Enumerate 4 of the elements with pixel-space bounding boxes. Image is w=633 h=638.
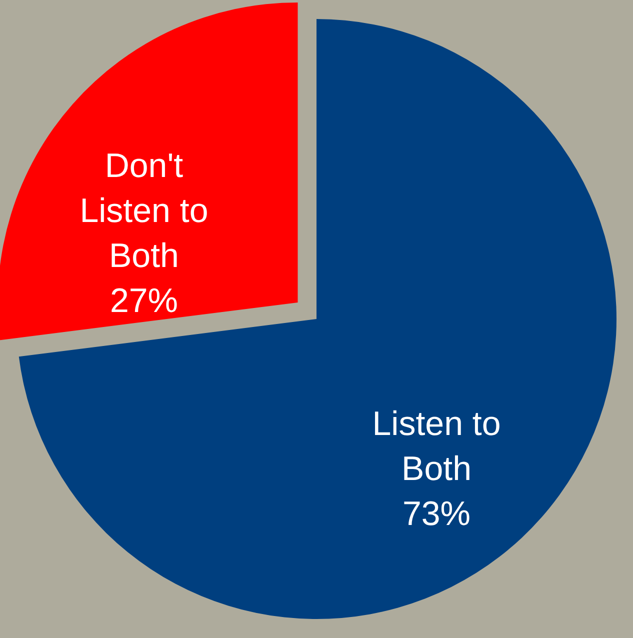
slice-label: Listen to Both [372, 404, 501, 488]
data-label: 73% [402, 494, 471, 533]
slice-label: Don't Listen to Both [80, 146, 208, 275]
data-label: 27% [110, 282, 178, 320]
